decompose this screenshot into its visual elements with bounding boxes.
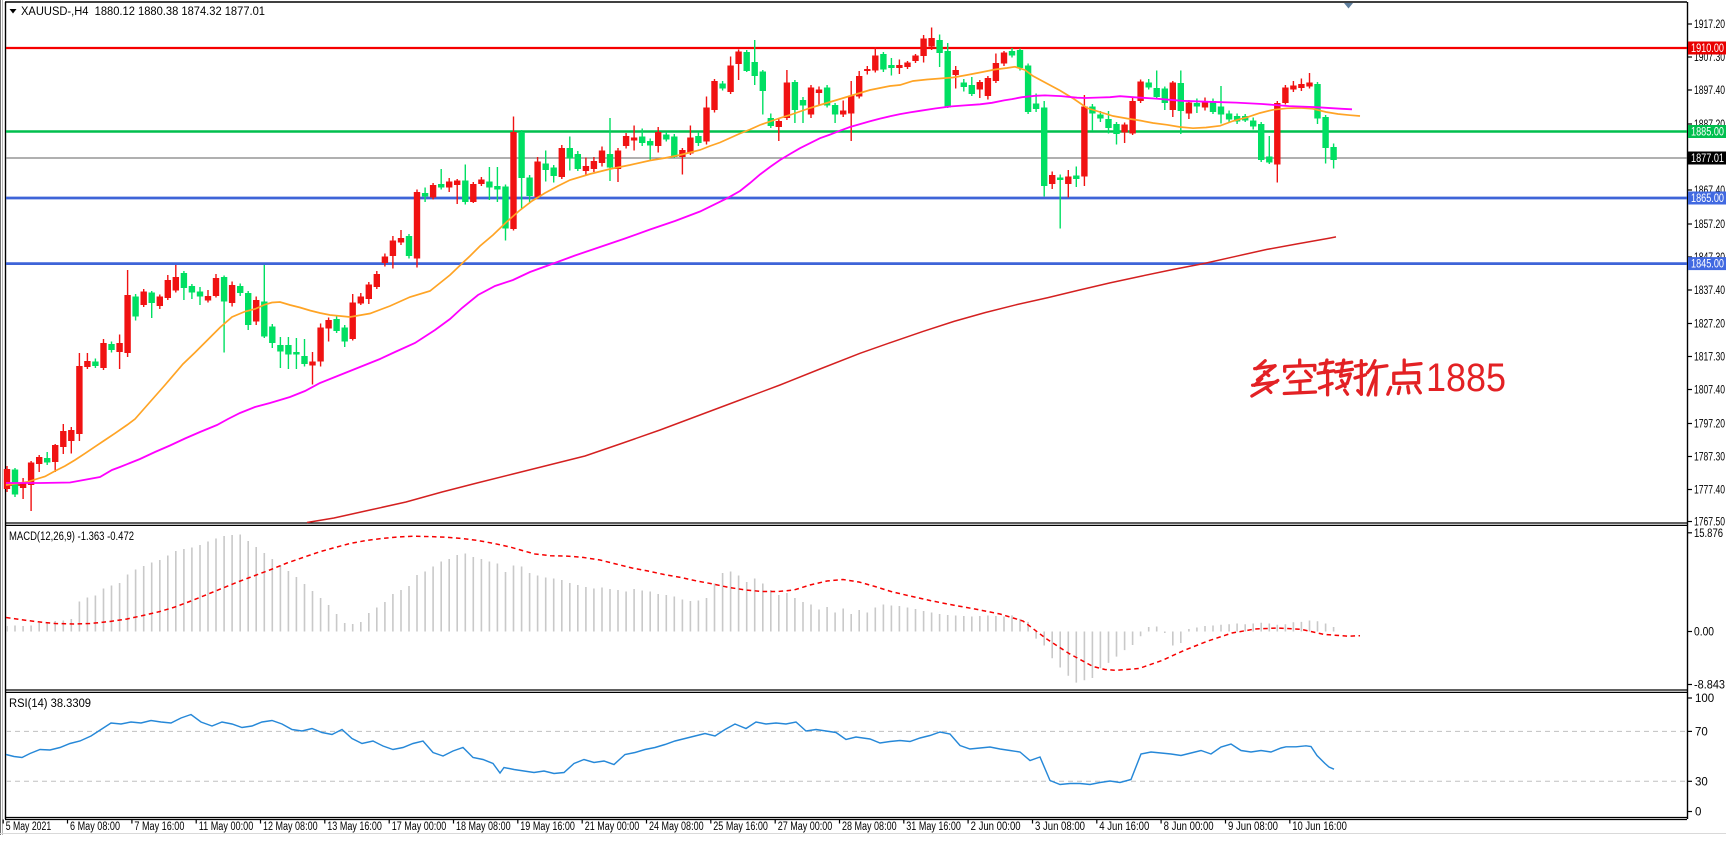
svg-text:MACD(12,26,9) -1.363 -0.472: MACD(12,26,9) -1.363 -0.472 <box>9 531 134 543</box>
svg-text:24 May 08:00: 24 May 08:00 <box>649 821 704 833</box>
svg-text:1787.30: 1787.30 <box>1694 452 1725 464</box>
svg-text:1885: 1885 <box>1426 356 1506 400</box>
svg-text:-8.843: -8.843 <box>1694 680 1725 692</box>
svg-text:1777.40: 1777.40 <box>1694 485 1725 497</box>
svg-text:XAUUSD-,H4 1880.12 1880.38 18: XAUUSD-,H4 1880.12 1880.38 1874.32 1877.… <box>21 6 265 18</box>
svg-text:13 May 16:00: 13 May 16:00 <box>327 821 382 833</box>
svg-text:1865.00: 1865.00 <box>1691 193 1724 205</box>
svg-text:1917.20: 1917.20 <box>1694 19 1725 31</box>
svg-text:1837.40: 1837.40 <box>1694 285 1725 297</box>
svg-text:0: 0 <box>1695 807 1701 819</box>
svg-text:1857.20: 1857.20 <box>1694 219 1725 231</box>
svg-text:28 May 08:00: 28 May 08:00 <box>842 821 897 833</box>
svg-text:1897.40: 1897.40 <box>1694 85 1725 97</box>
svg-text:3 Jun 08:00: 3 Jun 08:00 <box>1035 821 1085 833</box>
svg-text:100: 100 <box>1695 693 1714 705</box>
svg-text:1817.30: 1817.30 <box>1694 352 1725 364</box>
svg-text:30: 30 <box>1695 776 1708 788</box>
svg-text:11 May 00:00: 11 May 00:00 <box>199 821 254 833</box>
svg-text:8 Jun 00:00: 8 Jun 00:00 <box>1164 821 1214 833</box>
svg-text:1807.40: 1807.40 <box>1694 385 1725 397</box>
svg-text:31 May 16:00: 31 May 16:00 <box>906 821 961 833</box>
svg-text:1797.20: 1797.20 <box>1694 419 1725 431</box>
svg-text:1827.20: 1827.20 <box>1694 319 1725 331</box>
svg-text:1767.50: 1767.50 <box>1694 517 1725 529</box>
svg-text:17 May 00:00: 17 May 00:00 <box>392 821 447 833</box>
svg-text:19 May 16:00: 19 May 16:00 <box>520 821 575 833</box>
svg-text:15.876: 15.876 <box>1694 528 1723 540</box>
svg-text:70: 70 <box>1695 726 1708 738</box>
svg-text:0.00: 0.00 <box>1694 627 1714 639</box>
svg-text:18 May 08:00: 18 May 08:00 <box>456 821 511 833</box>
svg-text:25 May 16:00: 25 May 16:00 <box>713 821 768 833</box>
svg-text:1885.00: 1885.00 <box>1691 127 1724 139</box>
svg-text:1910.00: 1910.00 <box>1691 43 1724 55</box>
svg-text:7 May 16:00: 7 May 16:00 <box>134 821 184 833</box>
svg-text:1877.01: 1877.01 <box>1691 153 1724 165</box>
svg-text:6 May 08:00: 6 May 08:00 <box>70 821 120 833</box>
svg-text:12 May 08:00: 12 May 08:00 <box>263 821 318 833</box>
svg-text:10 Jun 16:00: 10 Jun 16:00 <box>1292 821 1347 833</box>
svg-text:4 Jun 16:00: 4 Jun 16:00 <box>1099 821 1149 833</box>
svg-text:1907.30: 1907.30 <box>1694 52 1725 64</box>
svg-text:5 May 2021: 5 May 2021 <box>6 821 52 833</box>
svg-text:RSI(14) 38.3309: RSI(14) 38.3309 <box>9 698 91 710</box>
svg-text:21 May 00:00: 21 May 00:00 <box>585 821 640 833</box>
svg-text:2 Jun 00:00: 2 Jun 00:00 <box>971 821 1021 833</box>
svg-text:9 Jun 08:00: 9 Jun 08:00 <box>1228 821 1278 833</box>
svg-text:27 May 00:00: 27 May 00:00 <box>778 821 833 833</box>
svg-text:1845.00: 1845.00 <box>1691 259 1724 271</box>
